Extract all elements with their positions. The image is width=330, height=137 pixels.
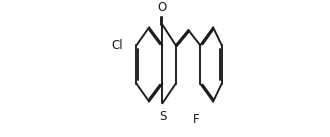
Text: O: O: [158, 1, 167, 14]
Text: Cl: Cl: [111, 39, 123, 52]
Text: F: F: [192, 113, 199, 126]
Text: S: S: [159, 110, 167, 123]
